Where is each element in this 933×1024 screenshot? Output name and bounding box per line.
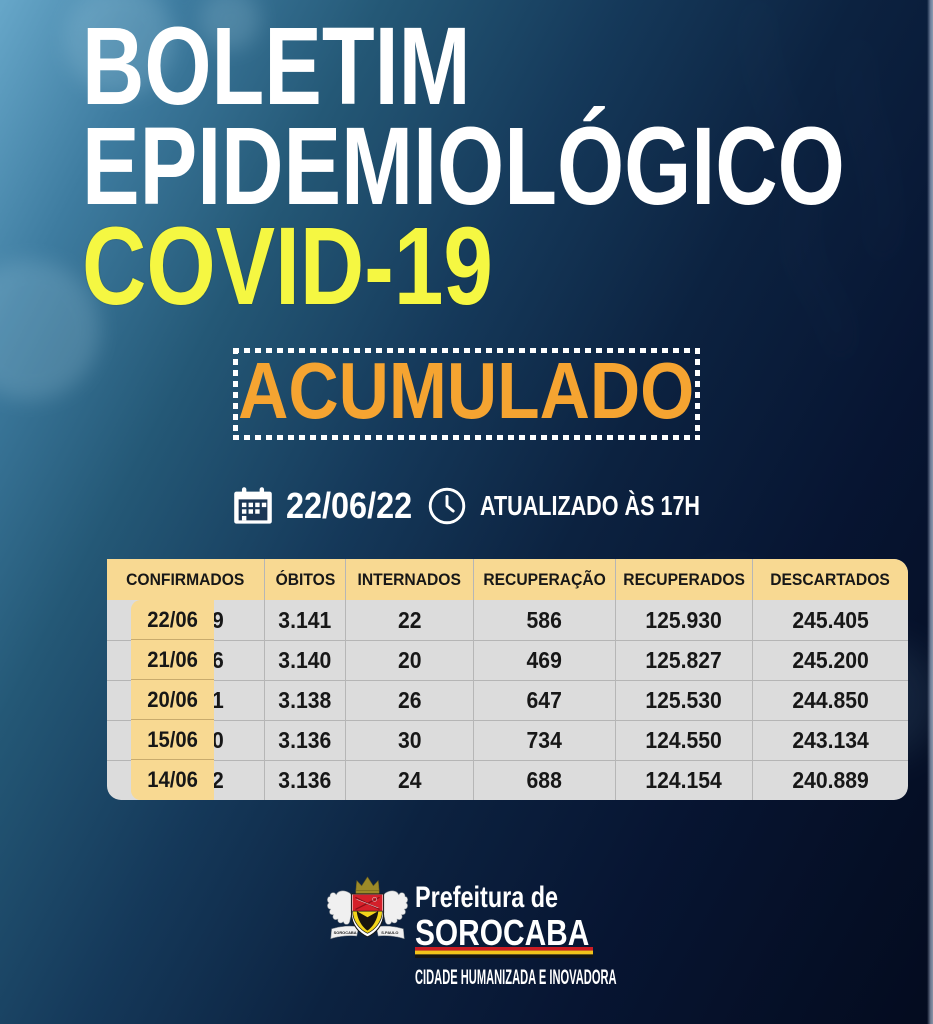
svg-text:SOROCABA: SOROCABA [334,930,357,935]
svg-text:S.PAULO: S.PAULO [381,930,398,935]
